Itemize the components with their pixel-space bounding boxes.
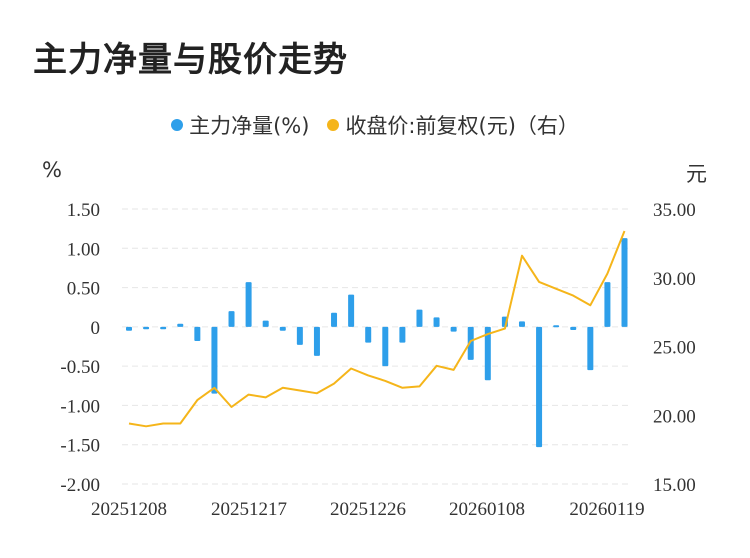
- bar[interactable]: [160, 326, 167, 330]
- bar[interactable]: [382, 326, 389, 367]
- bar[interactable]: [450, 326, 457, 332]
- x-tick-label: 20251208: [91, 499, 167, 520]
- x-tick-label: 20260108: [449, 499, 525, 520]
- bar[interactable]: [331, 312, 338, 327]
- bar[interactable]: [348, 294, 355, 327]
- right-tick-label: 15.00: [653, 475, 696, 496]
- bar[interactable]: [365, 326, 372, 343]
- bar[interactable]: [279, 326, 286, 331]
- x-tick-label: 20260119: [569, 499, 644, 520]
- legend-item-close-price[interactable]: 收盘价:前复权(元)（右）: [327, 110, 579, 140]
- bar[interactable]: [484, 326, 491, 381]
- bar[interactable]: [245, 282, 252, 327]
- bar[interactable]: [604, 282, 611, 327]
- left-tick-label: -2.00: [60, 475, 100, 496]
- bar-series: [126, 238, 628, 448]
- left-tick-label: -0.50: [60, 357, 100, 378]
- price-line[interactable]: [128, 230, 626, 428]
- right-tick-label: 35.00: [653, 200, 696, 221]
- bar[interactable]: [296, 326, 303, 345]
- gridlines: [122, 208, 630, 485]
- bar[interactable]: [536, 326, 543, 448]
- right-tick-label: 30.00: [653, 269, 696, 290]
- bar[interactable]: [570, 326, 577, 330]
- bar[interactable]: [143, 326, 150, 330]
- legend-bar-marker-icon: [171, 119, 184, 131]
- x-tick-label: 20251226: [330, 499, 406, 520]
- bar[interactable]: [416, 309, 423, 327]
- left-tick-label: 1.00: [67, 239, 100, 260]
- left-axis-ticks: 1.50 1.00 0.50 0 -0.50 -1.00 -1.50 -2.00: [60, 200, 100, 496]
- bar[interactable]: [553, 325, 560, 328]
- legend-label-close-price: 收盘价:前复权(元)（右）: [345, 114, 579, 138]
- legend-line-marker-icon: [327, 119, 340, 131]
- right-axis-unit: 元: [686, 162, 707, 186]
- left-tick-label: 1.50: [67, 200, 100, 221]
- right-tick-label: 25.00: [653, 338, 696, 359]
- left-tick-label: 0.50: [67, 279, 100, 300]
- bar[interactable]: [126, 326, 132, 331]
- bar[interactable]: [587, 326, 594, 371]
- bar[interactable]: [518, 321, 525, 327]
- left-tick-label: -1.50: [60, 436, 100, 457]
- bar[interactable]: [194, 326, 201, 341]
- bar[interactable]: [621, 238, 628, 327]
- bar[interactable]: [177, 323, 184, 327]
- right-tick-label: 20.00: [653, 406, 696, 427]
- bar[interactable]: [467, 326, 474, 360]
- bar[interactable]: [433, 317, 440, 327]
- bar[interactable]: [262, 320, 269, 327]
- left-tick-label: -1.00: [60, 396, 100, 417]
- x-tick-label: 20251217: [211, 499, 287, 520]
- bar[interactable]: [313, 326, 320, 356]
- bar[interactable]: [211, 326, 218, 394]
- legend: 主力净量(%) 收盘价:前复权(元)（右）: [0, 110, 750, 140]
- left-tick-label: 0: [91, 318, 101, 339]
- bar[interactable]: [399, 326, 406, 343]
- legend-label-net-flow: 主力净量(%): [189, 114, 310, 138]
- bar[interactable]: [228, 311, 235, 327]
- legend-item-net-flow[interactable]: 主力净量(%): [171, 110, 309, 140]
- right-axis-ticks: 35.00 30.00 25.00 20.00 15.00: [653, 200, 696, 496]
- x-axis-ticks: 20251208 20251217 20251226 20260108 20260119: [91, 499, 645, 520]
- left-axis-unit: %: [42, 158, 62, 182]
- line-series: [128, 230, 626, 428]
- chart-title: 主力净量与股价走势: [33, 40, 348, 80]
